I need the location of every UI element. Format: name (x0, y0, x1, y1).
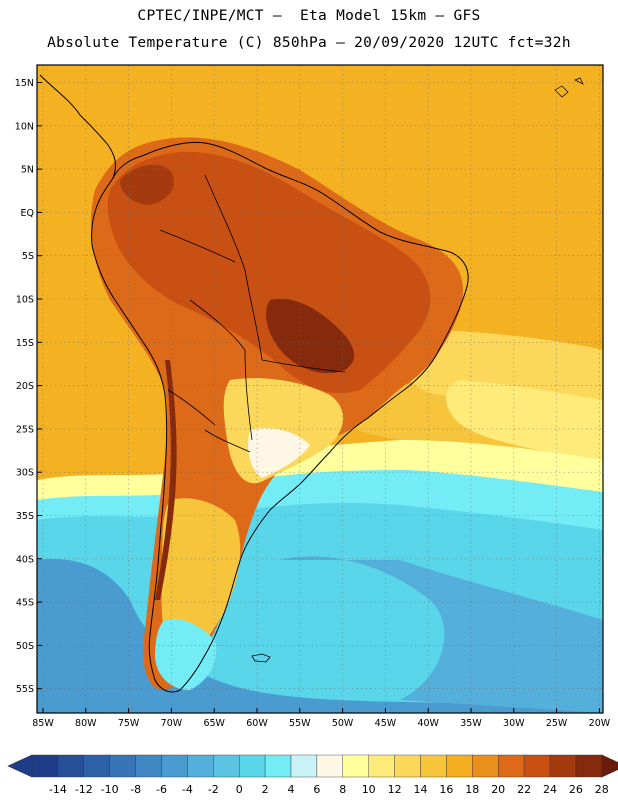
colorbar-segment (472, 754, 499, 778)
caribbean-islands (554, 77, 584, 98)
latitude-axis: 15N 10N 5N EQ 5S 10S 15S 20S 25S 30S 35S 40S 45S 50S 5… (15, 78, 42, 695)
lon-label-85w: 85W (32, 718, 54, 729)
colorbar-label: -14 (49, 783, 67, 796)
colorbar-segment (575, 754, 603, 778)
colorbar-arrow-right (601, 754, 618, 778)
colorbar-arrow-left (7, 754, 33, 778)
lat-label-10n: 10N (15, 121, 34, 132)
colorbar-label: -6 (156, 783, 167, 796)
andes-ridge (155, 360, 177, 600)
colorbar-segment (549, 754, 577, 778)
colorbar-label: 4 (288, 783, 295, 796)
colorbar-segment (238, 754, 266, 778)
field-pale-yellow-atlantic (446, 380, 603, 460)
colorbar-segment (420, 754, 447, 778)
chart-title-line-1: CPTEC/INPE/MCT – Eta Model 15km – GFS (137, 8, 481, 24)
colorbar-label: 20 (491, 783, 505, 796)
colorbar-segment (57, 754, 85, 778)
lon-label-80w: 80W (75, 718, 97, 729)
lon-label-50w: 50W (332, 718, 354, 729)
colorbar-segment (83, 754, 110, 778)
map-frame (36, 64, 604, 714)
lon-label-65w: 65W (203, 718, 225, 729)
falkland-islands (251, 653, 271, 663)
colorbar-label: 0 (236, 783, 243, 796)
lon-label-60w: 60W (246, 718, 268, 729)
colorbar-label: 2 (262, 783, 269, 796)
colorbar: -14 -12 -10 -8 -6 -4 -2 0 2 4 6 8 10 12 14 16 18 20 22 24 26… (7, 754, 618, 796)
colorbar-label: -12 (75, 783, 93, 796)
colorbar-label: 16 (439, 783, 453, 796)
lat-label-35s: 35S (16, 511, 34, 522)
colorbar-label: -10 (101, 783, 119, 796)
colorbar-segment (31, 754, 59, 778)
colorbar-segment (394, 754, 421, 778)
lat-label-40s: 40S (16, 554, 34, 565)
colorbar-label: 24 (543, 783, 557, 796)
temperature-map: 15N 10N 5N EQ 5S 10S 15S 20S 25S 30S 35S 40S 45S 50S 5… (15, 64, 611, 729)
land-hottest-region (265, 298, 355, 374)
land-cooler-southeast (248, 428, 310, 478)
graticule-grid (37, 65, 603, 713)
lat-label-45s: 45S (16, 598, 34, 609)
lat-label-5n: 5N (21, 165, 34, 176)
lat-label-20s: 20S (16, 381, 34, 392)
land-patagonia-mild (161, 498, 241, 660)
lon-label-75w: 75W (118, 718, 140, 729)
colorbar-label: 14 (414, 783, 428, 796)
colorbar-segment (498, 754, 525, 778)
lon-label-70w: 70W (161, 718, 183, 729)
lon-label-45w: 45W (375, 718, 397, 729)
colorbar-label: 26 (569, 783, 583, 796)
colorbar-label: -8 (130, 783, 141, 796)
colorbar-segment (316, 754, 343, 778)
land-hot-region (107, 151, 431, 394)
lat-label-15n: 15N (15, 78, 34, 89)
south-america-coastline (91, 141, 469, 693)
colorbar-segment (161, 754, 188, 778)
colorbar-label: 6 (313, 783, 320, 796)
country-borders (159, 174, 346, 453)
lat-label-55s: 55S (16, 684, 34, 695)
colorbar-segment (135, 754, 162, 778)
colorbar-label: -4 (182, 783, 193, 796)
lat-label-5s: 5S (22, 251, 34, 262)
colorbar-segment (368, 754, 395, 778)
colorbar-segment (290, 754, 318, 778)
land-patagonia-cold (155, 618, 217, 690)
colorbar-segment (213, 754, 240, 778)
colorbar-label: -2 (208, 783, 219, 796)
colorbar-segment (264, 754, 292, 778)
colorbar-segment (523, 754, 551, 778)
lat-label-10s: 10S (16, 295, 34, 306)
colorbar-segment (446, 754, 473, 778)
colorbar-segment (109, 754, 136, 778)
lat-label-15s: 15S (16, 338, 34, 349)
lon-label-25w: 25W (546, 718, 568, 729)
lat-label-50s: 50S (16, 641, 34, 652)
colorbar-label: 12 (388, 783, 402, 796)
lon-label-40w: 40W (417, 718, 439, 729)
colorbar-label: 8 (339, 783, 346, 796)
colorbar-label: 22 (517, 783, 531, 796)
land-hot-andes (120, 164, 174, 205)
colorbar-segment (187, 754, 214, 778)
lon-label-30w: 30W (503, 718, 525, 729)
lat-label-30s: 30S (16, 468, 34, 479)
lon-label-35w: 35W (460, 718, 482, 729)
colorbar-label: 18 (465, 783, 479, 796)
chart-title-line-2: Absolute Temperature (C) 850hPa – 20/09/… (47, 35, 571, 51)
longitude-axis: 85W 80W 75W 70W 65W 60W 55W 50W 45W 40W 35W 30W 25W 2… (32, 708, 611, 729)
lat-label-eq: EQ (21, 208, 34, 219)
field-cold-blue-2 (280, 556, 603, 713)
colorbar-segment (342, 754, 369, 778)
central-america-coastline (39, 74, 116, 179)
lat-label-25s: 25S (16, 424, 34, 435)
lon-label-20w: 20W (589, 718, 611, 729)
colorbar-label: 10 (362, 783, 376, 796)
colorbar-label: 28 (595, 783, 609, 796)
lon-label-55w: 55W (289, 718, 311, 729)
